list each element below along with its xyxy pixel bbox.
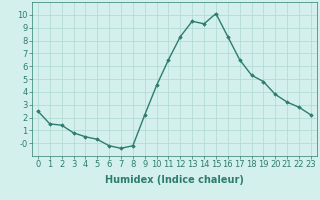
- X-axis label: Humidex (Indice chaleur): Humidex (Indice chaleur): [105, 175, 244, 185]
